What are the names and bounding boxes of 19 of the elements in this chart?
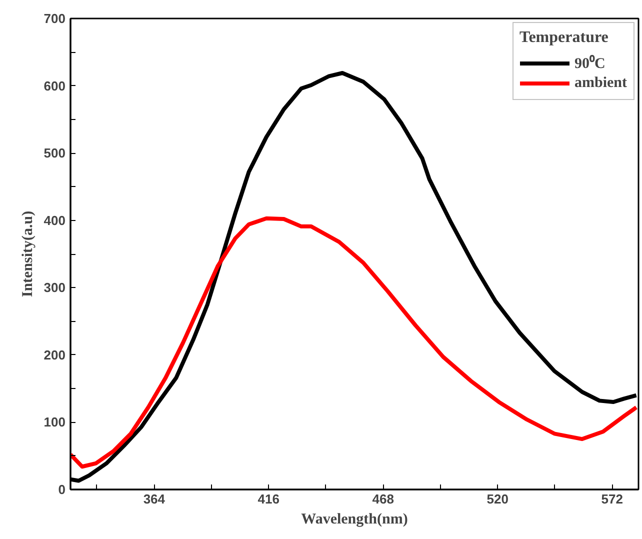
y-tick-label: 200 xyxy=(44,347,66,362)
x-axis-title: Wavelength(nm) xyxy=(301,512,408,528)
x-tick-label: 520 xyxy=(486,492,508,506)
legend-label: ambient xyxy=(574,74,627,92)
legend-title: Temperature xyxy=(520,29,610,47)
y-tick-label: 400 xyxy=(44,212,66,228)
y-tick-label: 500 xyxy=(44,146,66,161)
x-tick-label: 572 xyxy=(601,492,623,506)
x-tick-label: 364 xyxy=(143,492,166,506)
y-tick-label: 0 xyxy=(58,482,66,497)
y-axis-title: Intensity(a.u) xyxy=(20,210,36,298)
y-tick-label: 600 xyxy=(44,78,66,94)
y-tick-label: 700 xyxy=(44,11,66,26)
line-series xyxy=(70,216,638,469)
legend-label: 90⁰C xyxy=(574,54,606,73)
y-tick-label: 100 xyxy=(44,414,66,430)
x-tick-label: 468 xyxy=(372,492,394,506)
x-tick-label: 416 xyxy=(258,492,280,506)
y-tick-label: 300 xyxy=(44,280,66,296)
